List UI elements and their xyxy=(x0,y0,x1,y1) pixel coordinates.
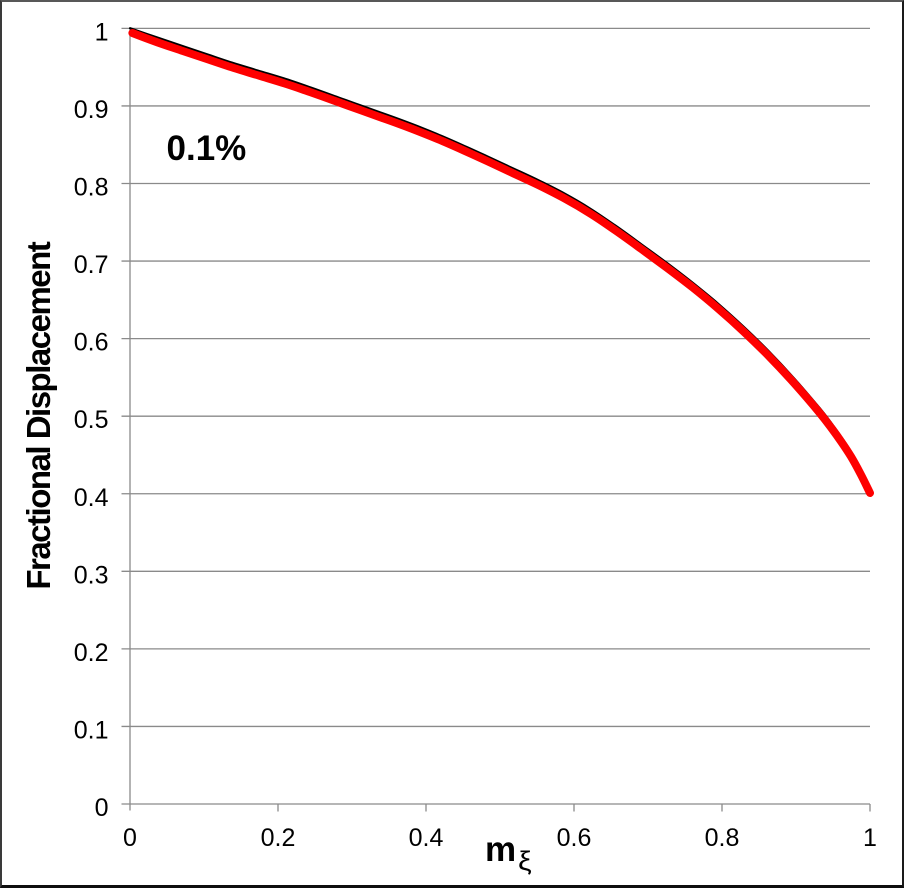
svg-text:Fractional Displacement: Fractional Displacement xyxy=(20,241,57,589)
svg-text:0.4: 0.4 xyxy=(74,484,109,512)
svg-text:0.4: 0.4 xyxy=(409,824,444,852)
svg-text:m: m xyxy=(485,830,516,869)
svg-text:0.2: 0.2 xyxy=(261,824,296,852)
svg-text:0.5: 0.5 xyxy=(74,406,109,434)
svg-text:0.1%: 0.1% xyxy=(167,129,247,168)
svg-text:0.9: 0.9 xyxy=(74,96,109,124)
svg-text:1: 1 xyxy=(95,18,109,46)
svg-text:1: 1 xyxy=(863,824,877,852)
svg-text:0.1: 0.1 xyxy=(74,716,109,744)
svg-text:0: 0 xyxy=(123,824,137,852)
svg-text:0.8: 0.8 xyxy=(705,824,740,852)
svg-text:ξ: ξ xyxy=(518,847,532,877)
svg-text:0.2: 0.2 xyxy=(74,639,109,667)
svg-text:0.3: 0.3 xyxy=(74,561,109,589)
svg-text:0.6: 0.6 xyxy=(557,824,592,852)
svg-text:0.7: 0.7 xyxy=(74,251,109,279)
svg-text:0.8: 0.8 xyxy=(74,174,109,202)
svg-text:0: 0 xyxy=(95,794,109,822)
svg-text:0.6: 0.6 xyxy=(74,329,109,357)
